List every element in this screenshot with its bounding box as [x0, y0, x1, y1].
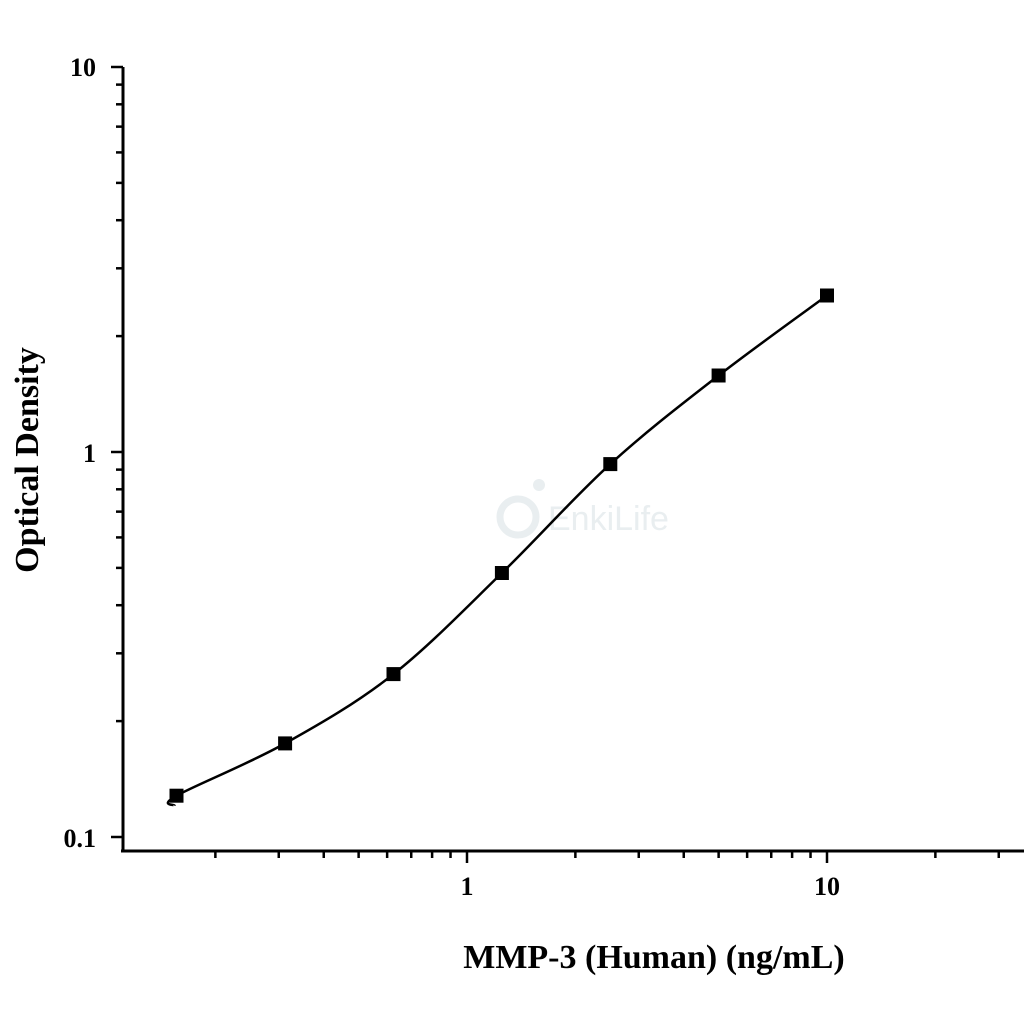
watermark-logo-icon	[496, 495, 540, 539]
axes	[121, 67, 1024, 853]
data-point	[169, 788, 184, 803]
x-tick-label-1: 1	[461, 872, 474, 901]
data-point	[386, 667, 401, 682]
y-tick-label-1: 1	[83, 439, 96, 468]
fit-curve	[166, 294, 828, 807]
y-tick-label-0-1: 0.1	[64, 824, 97, 853]
data-point	[711, 368, 726, 383]
data-point	[820, 288, 834, 303]
axis-tick-labels: 10 1 0.1 1 10	[64, 53, 841, 901]
data-points	[169, 288, 834, 803]
data-point	[278, 736, 293, 751]
data-point	[494, 566, 509, 580]
x-axis-title: MMP-3 (Human) (ng/mL)	[463, 939, 845, 976]
watermark-logo-dot-icon	[533, 479, 545, 491]
x-tick-label-10: 10	[814, 872, 840, 901]
data-point	[603, 457, 618, 472]
y-tick-label-10: 10	[70, 53, 96, 82]
y-axis-title: Optical Density	[9, 347, 46, 573]
axis-ticks	[111, 65, 1001, 863]
